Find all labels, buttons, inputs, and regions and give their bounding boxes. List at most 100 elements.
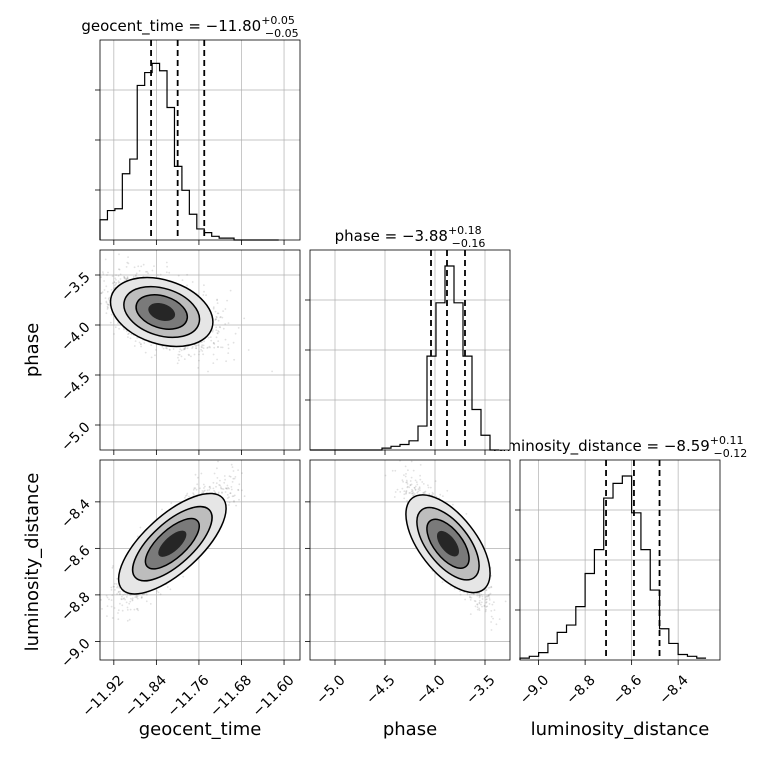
scatter-geocent-phase-point (184, 347, 187, 350)
scatter-geocent-phase-point (216, 332, 219, 335)
scatter-geocent-phase-point (209, 346, 211, 349)
scatter-geocent-phase-point (107, 298, 110, 300)
scatter-geocent-phase-point (114, 277, 117, 280)
scatter-geocent-phase-point (118, 327, 120, 330)
scatter-geocent-phase-point (210, 339, 213, 342)
scatter-geocent-phase-point (126, 276, 129, 278)
scatter-geocent-phase-point (177, 274, 180, 277)
scatter-geocent-distance-point (136, 535, 139, 538)
scatter-geocent-distance-point (232, 477, 235, 480)
scatter-geocent-phase-point (212, 307, 215, 310)
scatter-geocent-phase-point (271, 370, 273, 373)
scatter-geocent-phase-point (220, 346, 222, 349)
scatter-geocent-distance-point (113, 607, 116, 609)
scatter-geocent-distance-point (113, 585, 115, 588)
scatter-geocent-phase-point (147, 272, 150, 275)
scatter-geocent-phase-point (213, 343, 216, 345)
scatter-geocent-phase-point (133, 266, 136, 269)
scatter-geocent-phase-point (215, 318, 217, 320)
scatter-geocent-phase-point (145, 270, 147, 273)
scatter-geocent-distance-point (123, 597, 126, 600)
scatter-geocent-phase-point (134, 275, 137, 278)
scatter-geocent-distance-point (131, 597, 134, 600)
scatter-geocent-distance-point (195, 488, 198, 491)
scatter-geocent-phase-point (111, 275, 114, 277)
scatter-geocent-phase-point (117, 282, 120, 284)
scatter-geocent-distance-point (208, 489, 211, 491)
scatter-geocent-distance-point (186, 492, 189, 495)
scatter-geocent-distance-point (117, 609, 120, 612)
title-geocent-time: geocent_time = −11.80+0.05 −0.05 (81, 14, 298, 40)
scatter-geocent-distance-point (234, 476, 237, 478)
scatter-geocent-phase-point (102, 271, 104, 273)
scatter-geocent-phase-point (225, 360, 228, 363)
ylabel-luminosity-distance: luminosity_distance (22, 473, 43, 652)
scatter-geocent-distance-point (238, 483, 241, 486)
scatter-geocent-distance-point (230, 463, 233, 466)
scatter-geocent-phase-point (123, 328, 125, 331)
scatter-geocent-phase-point (104, 297, 107, 299)
scatter-geocent-phase-point (247, 349, 250, 351)
scatter-geocent-distance-point (223, 475, 226, 477)
scatter-geocent-phase-point (215, 336, 218, 339)
scatter-geocent-phase-point (166, 347, 168, 350)
scatter-geocent-phase-point (124, 277, 127, 280)
scatter-geocent-distance-point (128, 602, 131, 605)
scatter-geocent-distance-point (228, 475, 231, 478)
scatter-geocent-phase-point (113, 333, 115, 335)
scatter-geocent-phase-point (216, 299, 219, 302)
scatter-geocent-phase-point (127, 256, 129, 258)
scatter-geocent-distance-point (235, 504, 238, 507)
scatter-geocent-distance-point (199, 487, 201, 490)
scatter-geocent-phase-point (217, 340, 220, 342)
title-phase: phase = −3.88+0.18 −0.16 (335, 224, 486, 250)
scatter-geocent-phase-point (132, 275, 135, 278)
scatter-geocent-phase-point (159, 273, 162, 276)
scatter-geocent-distance-point (231, 481, 234, 483)
scatter-geocent-distance-point (204, 489, 206, 492)
scatter-geocent-distance-point (149, 603, 152, 605)
scatter-geocent-phase-point (155, 349, 157, 351)
scatter-geocent-phase-point (176, 362, 179, 365)
scatter-geocent-distance-point (106, 615, 108, 617)
scatter-geocent-distance-point (125, 596, 128, 598)
scatter-geocent-phase-point (138, 341, 141, 344)
scatter-geocent-distance-point (129, 600, 132, 603)
scatter-geocent-phase-point (140, 345, 143, 348)
scatter-geocent-distance-point (223, 481, 226, 484)
scatter-geocent-phase-point (118, 281, 121, 284)
scatter-geocent-phase-point (217, 330, 220, 332)
scatter-geocent-phase-point (107, 303, 109, 306)
scatter-geocent-distance-point (126, 593, 129, 596)
scatter-geocent-phase-point (105, 312, 108, 315)
scatter-geocent-phase-point (143, 342, 146, 344)
scatter-geocent-phase-point (165, 271, 168, 274)
scatter-geocent-phase-point (232, 341, 235, 344)
scatter-geocent-phase-point (186, 347, 189, 350)
scatter-geocent-distance-point (203, 487, 205, 489)
scatter-geocent-phase-point (144, 351, 147, 354)
scatter-geocent-phase-point (100, 302, 103, 305)
scatter-geocent-distance-point (188, 495, 190, 498)
scatter-geocent-phase-point (107, 271, 109, 274)
scatter-geocent-distance-point (204, 485, 206, 488)
plot-layer: −11.92−11.84−11.76−11.68−11.60 −5.0 −4.5 −4… (58, 39, 721, 720)
scatter-geocent-phase-point (150, 344, 153, 346)
scatter-geocent-phase-point (229, 289, 232, 292)
scatter-geocent-distance-point (237, 469, 240, 471)
scatter-geocent-phase-point (134, 340, 137, 342)
scatter-geocent-phase-point (114, 284, 116, 287)
scatter-geocent-phase-point (208, 345, 211, 348)
scatter-geocent-distance-point (213, 472, 216, 475)
scatter-geocent-phase-point (191, 346, 194, 348)
scatter-geocent-phase-point (205, 294, 208, 297)
scatter-geocent-phase-point (233, 358, 236, 361)
scatter-geocent-phase-point (206, 347, 209, 349)
scatter-geocent-distance-point (111, 617, 114, 619)
scatter-geocent-distance-point (110, 589, 113, 591)
scatter-geocent-phase-point (113, 287, 115, 290)
scatter-geocent-distance-point (232, 470, 235, 472)
scatter-geocent-distance-point (157, 591, 160, 594)
scatter-geocent-phase-point (237, 327, 240, 329)
scatter-geocent-distance-point (130, 597, 132, 600)
